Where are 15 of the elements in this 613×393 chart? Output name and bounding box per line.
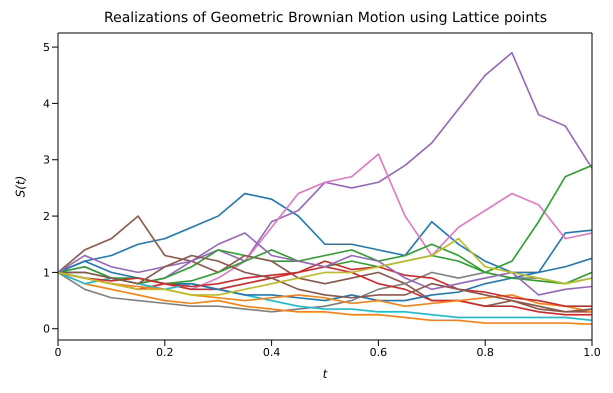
x-tick-label: 0.8 xyxy=(476,346,494,359)
x-tick-label: 0.6 xyxy=(370,346,388,359)
x-tick-label: 0 xyxy=(54,346,62,359)
y-tick-label: 2 xyxy=(43,210,50,223)
x-tick-label: 1.0 xyxy=(583,346,601,359)
y-axis-title: S(t) xyxy=(13,176,28,198)
y-tick-label: 0 xyxy=(43,322,50,336)
y-tick-label: 5 xyxy=(43,40,50,54)
chart-title: Realizations of Geometric Brownian Motion using Lattice points xyxy=(103,9,548,28)
x-tick-label: 0.4 xyxy=(262,346,280,359)
x-axis-title: t xyxy=(322,367,329,381)
y-tick-label: 1 xyxy=(43,266,50,280)
y-tick-label: 4 xyxy=(43,97,50,110)
y-tick-label: 3 xyxy=(43,154,50,167)
x-tick-label: 0.2 xyxy=(156,346,174,359)
